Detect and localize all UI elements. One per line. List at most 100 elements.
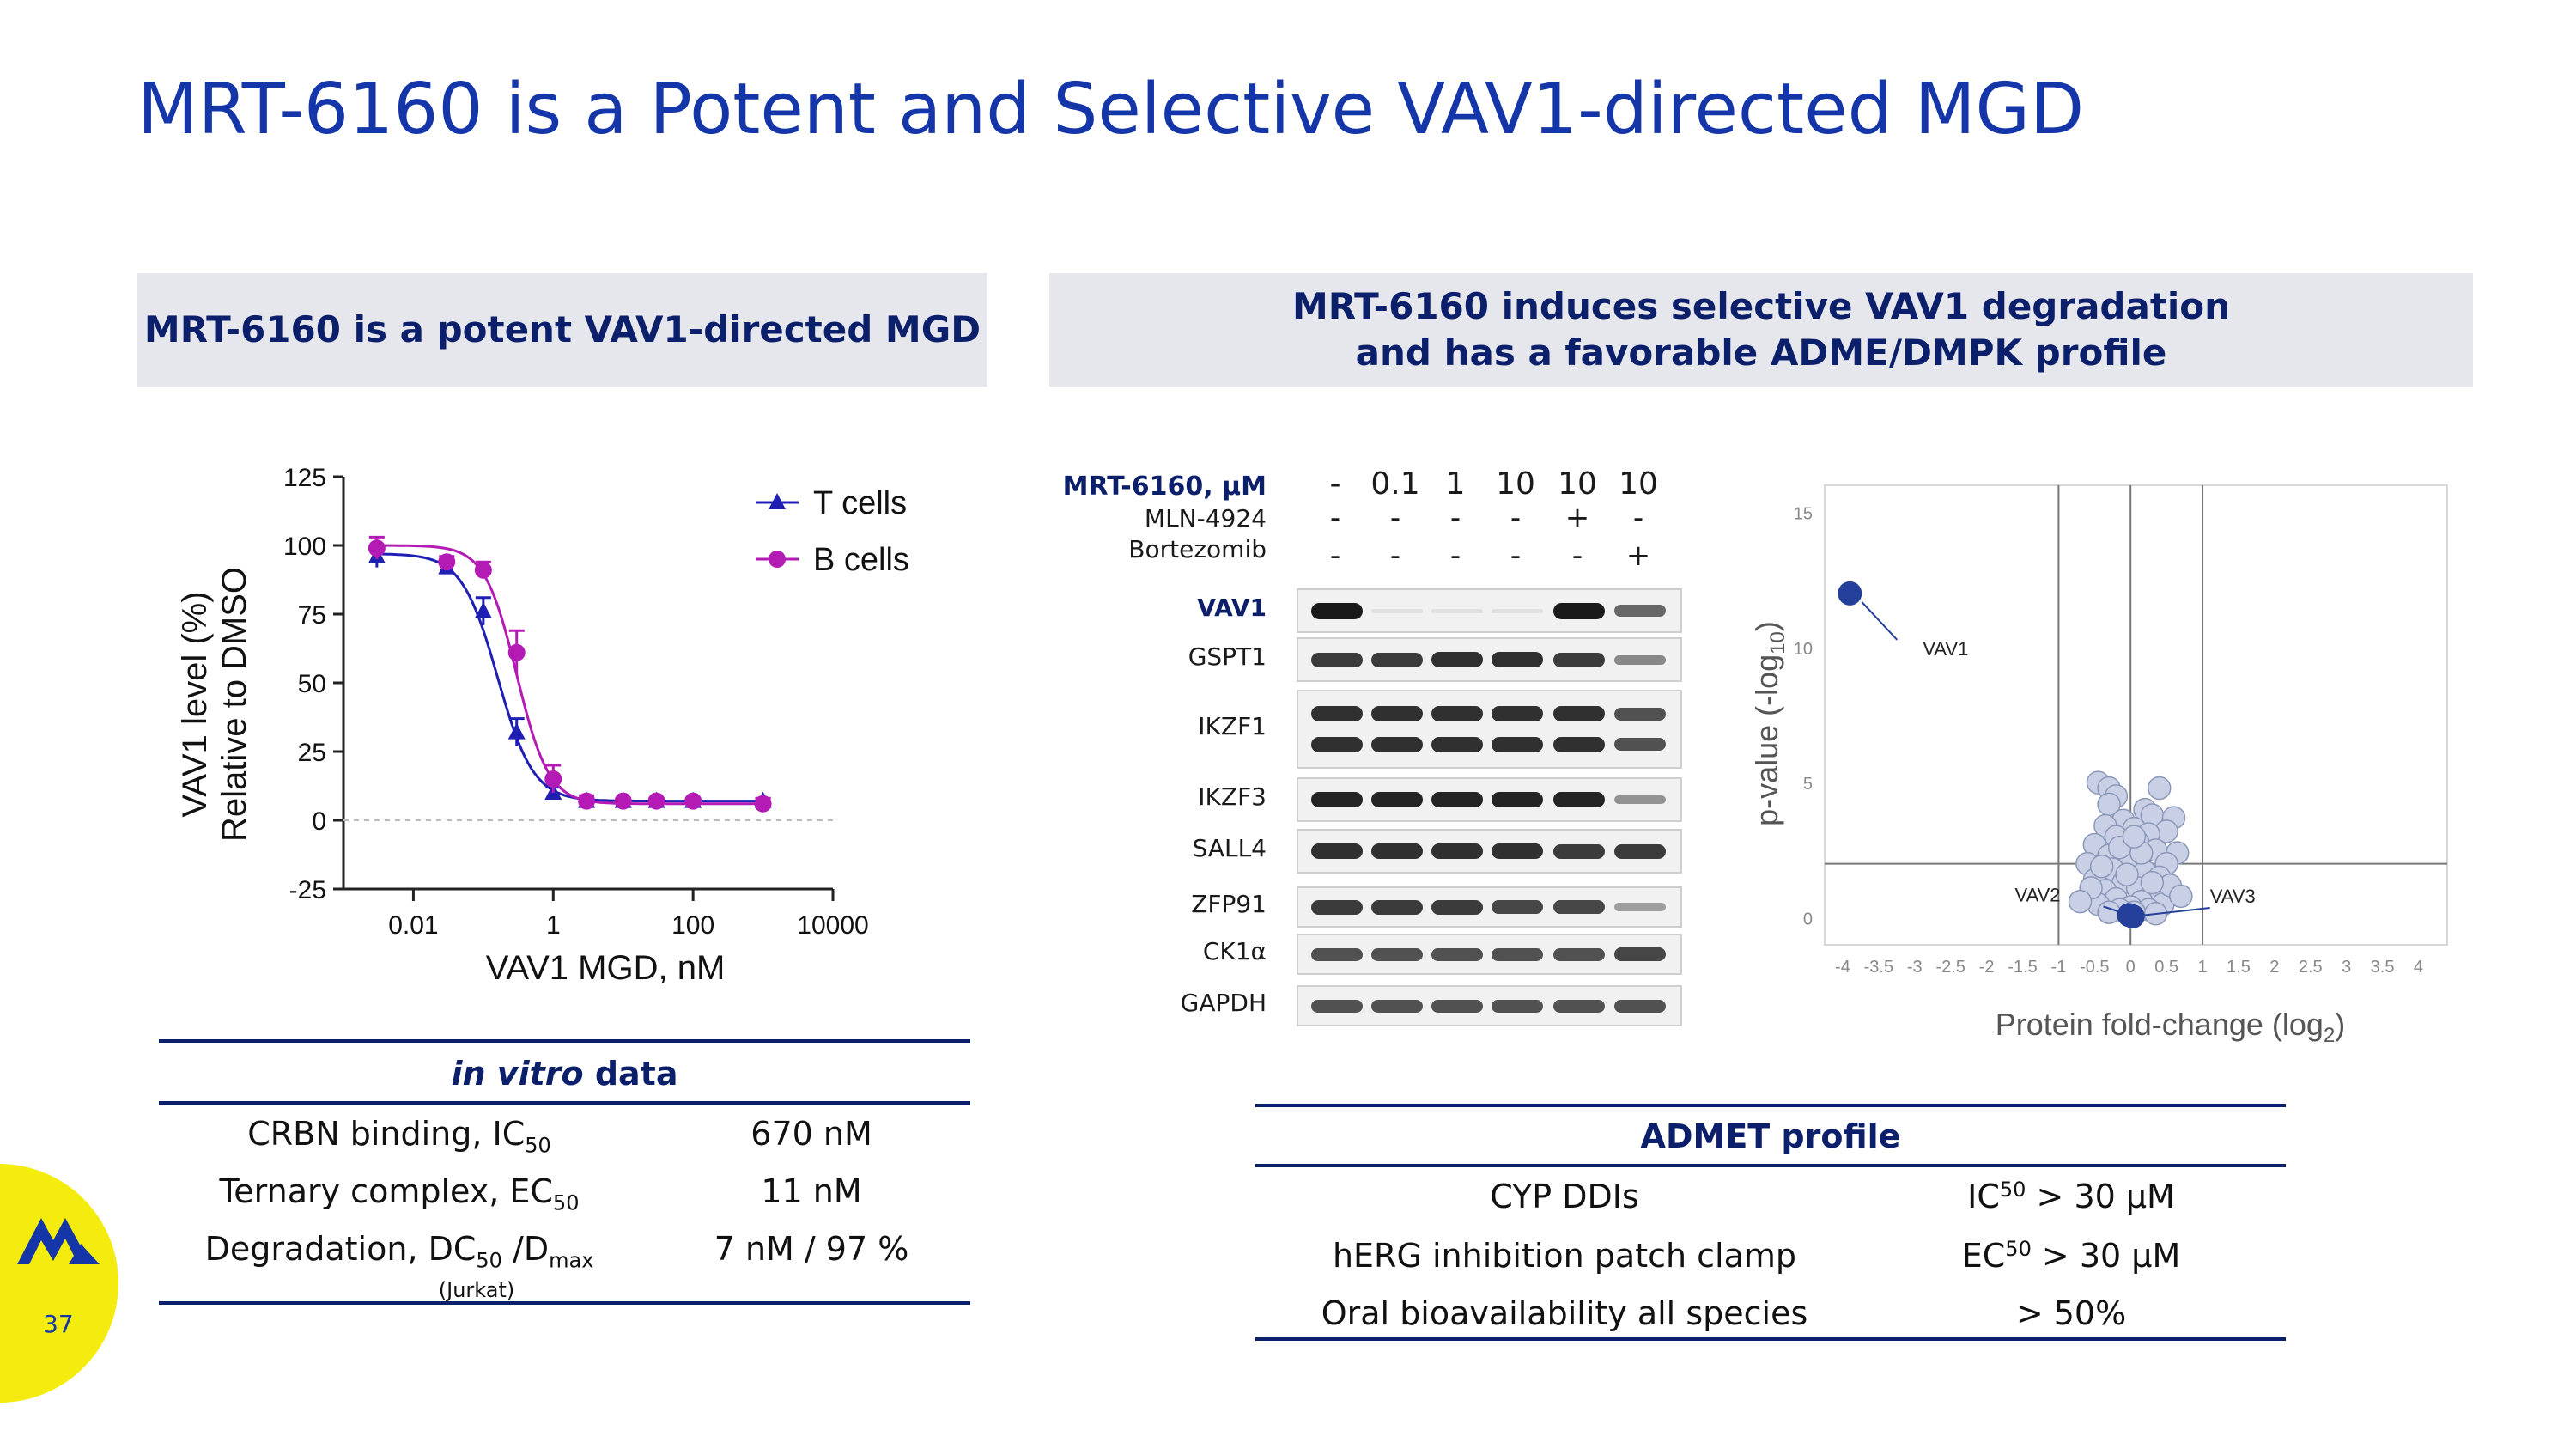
in-vitro-header-rest: data xyxy=(583,1055,678,1093)
blot-band xyxy=(1614,708,1666,721)
callout-line xyxy=(2132,906,2210,917)
y-axis-title: VAV1 level (%)Relative to DMSO xyxy=(176,567,253,842)
blot-band xyxy=(1311,792,1363,807)
blot-band xyxy=(1311,900,1363,915)
y-tick-label: 0 xyxy=(1803,910,1813,929)
row-label-sub: 50 xyxy=(476,1248,502,1273)
x-tick-label: 1 xyxy=(2197,958,2207,977)
lane-dose: - xyxy=(1329,466,1341,502)
blot-band xyxy=(1614,655,1666,665)
admet-bottom-rule xyxy=(1255,1337,2286,1341)
admet-row-label: CYP DDIs xyxy=(1490,1178,1639,1215)
legend-label: T cells xyxy=(813,485,907,521)
protein-point xyxy=(2122,825,2147,849)
western-blot-rows: VAV1 GSPT1 IKZF1 IKZF3 SALL4 ZFP91 CK1α GAPDH xyxy=(1048,460,1700,1044)
blot-band xyxy=(1371,792,1423,807)
blot-band xyxy=(1492,737,1543,752)
admet-profile-table: ADMET profile CYP DDIs IC 50 > 30 μM hERG i… xyxy=(1255,1104,2286,1349)
y-axis-title-line2: Relative to DMSO xyxy=(216,567,253,842)
blot-band xyxy=(1553,737,1605,752)
protein-point xyxy=(2169,884,2193,909)
lane-bortezomib: - xyxy=(1329,539,1341,573)
fit-curve-t-cells xyxy=(371,552,763,803)
lane-bortezomib: - xyxy=(1389,539,1401,573)
lane-dose: 10 xyxy=(1558,466,1597,502)
protein-point xyxy=(2068,889,2093,914)
x-tick-label: 100 xyxy=(671,911,714,940)
lane-mln-4924: - xyxy=(1389,501,1401,535)
lane-mln-4924: - xyxy=(1329,501,1341,535)
in-vitro-row-label: Ternary complex, EC50 xyxy=(159,1172,640,1215)
blot-band xyxy=(1553,1000,1605,1013)
protein-point xyxy=(2115,862,2139,886)
x-tick-label: 0.5 xyxy=(2154,958,2178,977)
y-tick-label: -25 xyxy=(289,876,326,904)
protein-point xyxy=(2140,870,2165,895)
y-tick-label: 50 xyxy=(298,670,326,698)
x-tick-label: 1.5 xyxy=(2227,958,2251,977)
blot-band xyxy=(1371,653,1423,667)
blot-band xyxy=(1614,903,1666,911)
protein-label-ikzf1: IKZF1 xyxy=(1198,712,1267,740)
blot-band xyxy=(1492,706,1543,721)
x-axis-title-sub: 2 xyxy=(2324,1024,2335,1047)
y-axis-title: p-value (-log10) xyxy=(1749,621,1789,826)
bortezomib-label: Bortezomib xyxy=(1128,535,1267,563)
highlight-label-vav3: VAV3 xyxy=(2210,886,2256,907)
admet-value-prefix: IC xyxy=(1967,1178,2000,1215)
data-point-b-cells xyxy=(647,792,665,810)
blot-band xyxy=(1371,900,1423,915)
mln-4924-label: MLN-4924 xyxy=(1144,504,1267,533)
data-point-b-cells xyxy=(754,795,772,813)
x-tick-label: 3.5 xyxy=(2371,958,2395,977)
x-tick-label: 10000 xyxy=(797,911,868,940)
data-point-b-cells xyxy=(368,539,386,557)
blot-band xyxy=(1553,653,1605,667)
admet-value-rest: > 30 μM xyxy=(2031,1237,2181,1275)
blot-band xyxy=(1431,948,1483,961)
blot-strip xyxy=(1297,690,1682,769)
blot-band xyxy=(1431,609,1483,613)
in-vitro-footnote: (Jurkat) xyxy=(438,1278,515,1302)
left-panel-heading-text: MRT-6160 is a potent VAV1-directed MGD xyxy=(143,308,981,350)
y-tick-label: 5 xyxy=(1803,775,1813,794)
blot-band xyxy=(1371,737,1423,752)
in-vitro-data-table: in vitro data CRBN binding, IC50 670 nM Te… xyxy=(159,1039,970,1314)
blot-band xyxy=(1553,900,1605,914)
x-axis-title-text: Protein fold-change (log xyxy=(1996,1007,2324,1042)
protein-point xyxy=(2089,854,2114,879)
blot-band xyxy=(1553,603,1605,619)
x-axis-title: Protein fold-change (log2) xyxy=(1996,1007,2346,1047)
x-tick-label: 2 xyxy=(2269,958,2279,977)
highlight-point-vav1 xyxy=(1838,581,1862,606)
protein-label-ikzf3: IKZF3 xyxy=(1198,782,1267,811)
x-tick-label: 0.01 xyxy=(388,911,438,940)
x-tick-label: -3.5 xyxy=(1864,958,1893,977)
lane-mln-4924: - xyxy=(1449,501,1461,535)
x-tick-label: 0 xyxy=(2126,958,2136,977)
callout-line xyxy=(1861,601,1899,641)
y-tick-label: 10 xyxy=(1794,640,1813,659)
lane-dose: 10 xyxy=(1619,466,1658,502)
blot-band xyxy=(1614,947,1666,961)
right-panel-heading: MRT-6160 induces selective VAV1 degradat… xyxy=(1049,273,2473,387)
blot-band xyxy=(1431,792,1483,807)
in-vitro-row-label: CRBN binding, IC50 xyxy=(159,1115,640,1158)
protein-label-vav1: VAV1 xyxy=(1197,594,1267,622)
x-tick-label: -2.5 xyxy=(1935,958,1965,977)
blot-band xyxy=(1431,737,1483,752)
x-tick-label: -1.5 xyxy=(2008,958,2037,977)
blot-band xyxy=(1614,605,1666,617)
data-point-b-cells xyxy=(614,792,632,810)
data-point-b-cells xyxy=(438,553,456,571)
y-tick-label: 25 xyxy=(298,739,326,767)
left-panel-heading: MRT-6160 is a potent VAV1-directed MGD xyxy=(137,273,987,387)
protein-label-sall4: SALL4 xyxy=(1192,834,1267,862)
blot-strip xyxy=(1297,588,1682,633)
blot-band xyxy=(1553,706,1605,721)
blot-band xyxy=(1431,843,1483,859)
admet-value-sub: 50 xyxy=(2005,1237,2032,1261)
highlight-label-vav2: VAV2 xyxy=(2015,884,2061,905)
protein-label-ck1α: CK1α xyxy=(1202,937,1267,965)
logo-badge xyxy=(0,1164,118,1403)
